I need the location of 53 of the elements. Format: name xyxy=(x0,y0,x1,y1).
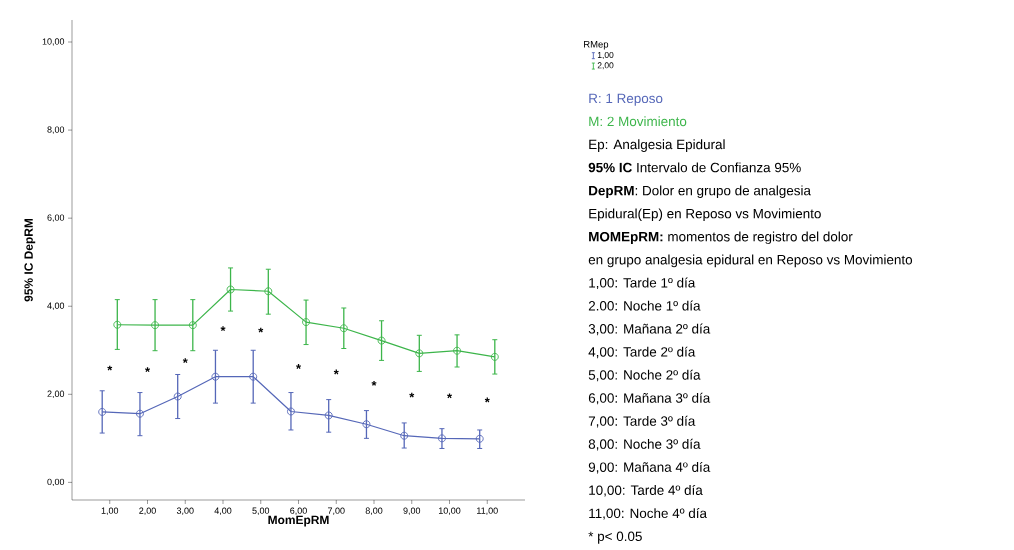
text: Epidural(Ep) en Reposo vs Movimiento xyxy=(589,208,821,222)
text: 8,00: Noche 3º día xyxy=(588,438,701,451)
text: 11,00: Noche 4º día xyxy=(589,507,707,520)
text: Ep: Analgesia Epidural xyxy=(589,139,725,152)
x-tick-label: 9,00 xyxy=(403,507,421,515)
annotation: * xyxy=(107,365,113,371)
y-tick-label: 8,00 xyxy=(47,126,65,134)
y-tick-label: 2,00 xyxy=(47,390,65,399)
legend-label: 1,00 xyxy=(597,51,614,59)
x-tick-label: 4,00 xyxy=(214,507,232,515)
x-tick-label: 7,00 xyxy=(327,507,345,515)
y-tick-label: 4,00 xyxy=(47,302,65,310)
x-tick-label: 5,00 xyxy=(252,507,270,515)
annotation: * xyxy=(333,369,339,375)
annotation: * xyxy=(220,326,226,332)
text: MOMEpRM: momentos de registro del dolor xyxy=(589,231,853,245)
text: 95% IC Intervalo de Confianza 95% xyxy=(588,162,801,173)
annotation: * xyxy=(484,397,490,403)
y-tick-label: 0,00 xyxy=(47,478,65,487)
x-tick-label: 8,00 xyxy=(365,507,383,515)
text: 9,00: Mañana 4º día xyxy=(588,461,711,474)
annotation: * xyxy=(409,392,415,398)
legend-label: 2,00 xyxy=(597,62,614,70)
x-tick-label: 11,00 xyxy=(477,507,498,515)
text: M: 2 Movimiento xyxy=(589,116,687,127)
annotation: * xyxy=(371,381,377,386)
text: R: 1 Reposo xyxy=(589,93,663,106)
legend-title: RMep xyxy=(584,40,609,50)
text: 7,00: Tarde 3º día xyxy=(588,415,696,428)
annotation: * xyxy=(296,364,302,369)
text: 6,00: Mañana 3º día xyxy=(588,392,711,405)
y-axis-title: 95% IC DepRM xyxy=(24,218,36,302)
text: * p< 0.05 xyxy=(588,531,642,544)
x-tick-label: 2,00 xyxy=(139,507,156,515)
annotation: * xyxy=(447,393,453,399)
x-tick-label: 1,00 xyxy=(101,507,119,515)
text: 10,00: Tarde 4º día xyxy=(589,484,703,497)
x-tick-label: 3,00 xyxy=(176,507,194,515)
annotation: * xyxy=(145,367,151,372)
text: en grupo analgesia epidural en Reposo vs Movimiento xyxy=(588,254,913,268)
x-tick-label: 10,00 xyxy=(438,507,461,515)
x-tick-label: 6,00 xyxy=(290,507,307,515)
y-tick-label: 6,00 xyxy=(47,214,65,222)
text: 4,00: Tarde 2º día xyxy=(588,346,696,359)
x-axis-title: MomEpRM xyxy=(268,515,329,527)
y-tick-label: 10,00 xyxy=(42,38,65,46)
text: 5,00: Noche 2º día xyxy=(588,369,701,382)
text: 3,00: Mañana 2º día xyxy=(588,323,711,336)
text: 2.00: Noche 1º día xyxy=(588,300,701,311)
text: DepRM: Dolor en grupo de analgesia xyxy=(589,185,811,198)
text: 1,00: Tarde 1º día xyxy=(589,277,696,290)
annotation: * xyxy=(182,358,188,363)
annotation: * xyxy=(258,327,264,333)
